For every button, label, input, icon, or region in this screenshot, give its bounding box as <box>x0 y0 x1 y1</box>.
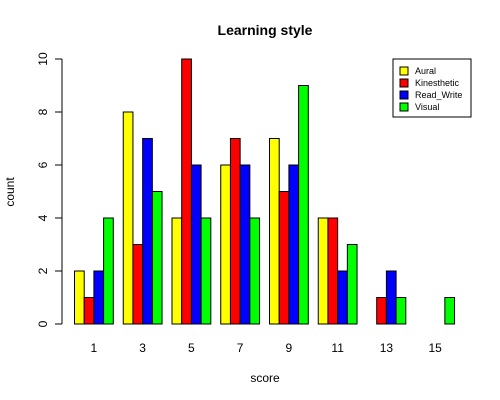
bar-aural-7 <box>220 164 231 325</box>
y-tick-label: 0 <box>36 320 50 327</box>
y-tick-label: 10 <box>36 52 50 66</box>
y-tick-label: 6 <box>36 161 50 168</box>
chart-title: Learning style <box>218 22 313 38</box>
bar-aural-5 <box>171 217 183 325</box>
bar-aural-11 <box>317 217 329 325</box>
y-tick-label: 2 <box>36 267 50 274</box>
y-tick-label: 4 <box>36 214 50 221</box>
legend-label: Visual <box>415 102 439 112</box>
x-tick-label: 11 <box>331 341 344 355</box>
bar-visual-1 <box>103 217 114 325</box>
x-axis-label: score <box>250 371 280 385</box>
bar-visual-13 <box>395 297 407 325</box>
bar-read-write-9 <box>288 164 300 325</box>
bar-aural-9 <box>269 138 280 325</box>
bar-aural-3 <box>122 111 134 325</box>
legend-swatch <box>399 90 409 100</box>
bar-read-write-1 <box>93 270 105 325</box>
y-axis-label: count <box>3 177 17 207</box>
bar-kinesthetic-13 <box>376 297 387 325</box>
bar-kinesthetic-7 <box>229 138 241 325</box>
bar-kinesthetic-5 <box>181 58 192 325</box>
y-tick-label: 8 <box>36 108 50 115</box>
legend: Aural Kinesthetic Read_Write Visual <box>392 58 472 118</box>
bar-kinesthetic-9 <box>278 191 290 325</box>
legend-swatch <box>399 66 409 76</box>
bar-kinesthetic-11 <box>327 217 339 325</box>
bar-visual-11 <box>346 244 358 325</box>
legend-label: Aural <box>415 66 436 76</box>
x-tick-label: 7 <box>237 341 244 355</box>
legend-swatch <box>399 78 409 88</box>
bar-read-write-7 <box>239 164 251 325</box>
bar-kinesthetic-3 <box>132 244 144 325</box>
x-tick-label: 13 <box>380 341 394 355</box>
bar-visual-15 <box>444 297 456 325</box>
bar-kinesthetic-1 <box>83 297 95 325</box>
x-tick-label: 3 <box>139 341 146 355</box>
bar-read-write-11 <box>337 270 348 325</box>
x-tick-label: 9 <box>286 341 293 355</box>
bars-group <box>74 58 456 325</box>
bar-read-write-3 <box>142 138 153 325</box>
bar-read-write-5 <box>190 164 202 325</box>
bar-visual-3 <box>151 191 163 325</box>
legend-swatch <box>399 102 409 112</box>
bar-read-write-13 <box>385 270 397 325</box>
bar-visual-7 <box>249 217 261 325</box>
legend-label: Read_Write <box>415 90 462 100</box>
x-tick-labels: 1 3 5 7 9 11 13 15 <box>91 341 443 355</box>
x-tick-label: 15 <box>428 341 442 355</box>
x-tick-label: 1 <box>91 341 98 355</box>
x-tick-label: 5 <box>188 341 195 355</box>
legend-label: Kinesthetic <box>415 78 460 88</box>
bar-aural-1 <box>74 270 85 325</box>
bar-visual-5 <box>200 217 212 325</box>
y-axis: 0 2 4 6 8 10 <box>36 52 63 327</box>
bar-visual-9 <box>298 85 309 325</box>
